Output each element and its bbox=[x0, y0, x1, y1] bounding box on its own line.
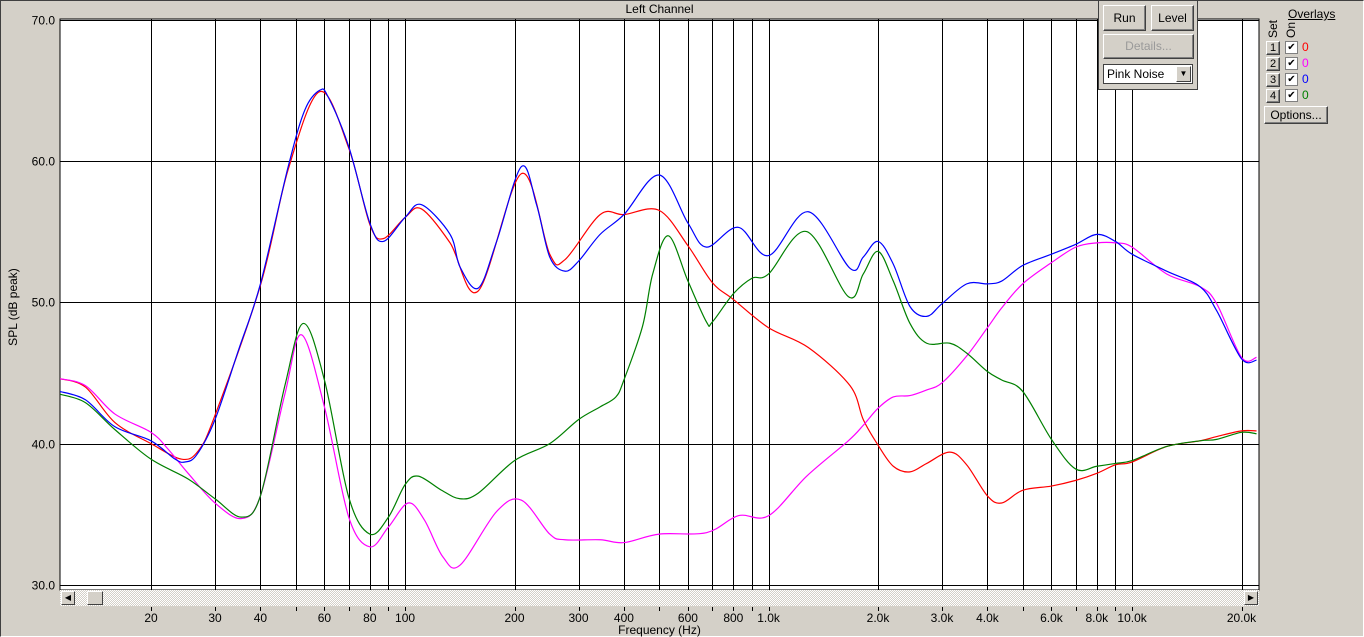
overlay-set-button[interactable]: 2 bbox=[1266, 57, 1280, 71]
x-tick-label: 1.0k bbox=[757, 611, 781, 625]
x-tick-label: 400 bbox=[614, 611, 634, 625]
horizontal-scrollbar[interactable]: ◀ ▶ bbox=[60, 590, 1259, 606]
arrow-left-icon: ◀ bbox=[64, 593, 72, 602]
x-tick-label: 100 bbox=[395, 611, 415, 625]
series-line-2 bbox=[60, 241, 1257, 569]
overlays-panel: Overlays Set On 1 ✔ 0 2 ✔ 0 3 ✔ 0 4 ✔ 0 Options... bbox=[1262, 0, 1364, 130]
x-tick-label: 30 bbox=[208, 611, 222, 625]
scroll-left-button[interactable]: ◀ bbox=[61, 591, 75, 605]
signal-select[interactable]: Pink Noise ▼ bbox=[1103, 64, 1193, 84]
signal-select-value: Pink Noise bbox=[1107, 67, 1165, 81]
options-button[interactable]: Options... bbox=[1264, 106, 1328, 124]
series-line-3 bbox=[60, 88, 1257, 463]
on-header: On bbox=[1284, 21, 1298, 38]
overlay-value: 0 bbox=[1302, 40, 1309, 54]
x-tick-label: 200 bbox=[504, 611, 524, 625]
overlay-on-checkbox[interactable]: ✔ bbox=[1285, 89, 1298, 102]
details-button[interactable]: Details... bbox=[1103, 34, 1194, 59]
overlay-value: 0 bbox=[1302, 88, 1309, 102]
overlay-on-checkbox[interactable]: ✔ bbox=[1285, 73, 1298, 86]
x-tick-label: 2.0k bbox=[867, 611, 891, 625]
y-axis-label: SPL (dB peak) bbox=[6, 268, 20, 346]
set-header: Set bbox=[1266, 19, 1280, 38]
overlays-title[interactable]: Overlays bbox=[1288, 7, 1336, 21]
series-line-4 bbox=[60, 230, 1257, 536]
x-tick-label: 80 bbox=[363, 611, 377, 625]
overlay-value: 0 bbox=[1302, 56, 1309, 70]
overlay-set-button[interactable]: 3 bbox=[1266, 73, 1280, 87]
x-axis-label: Frequency (Hz) bbox=[618, 623, 701, 637]
overlay-on-checkbox[interactable]: ✔ bbox=[1285, 41, 1298, 54]
x-tick-label: 4.0k bbox=[976, 611, 1000, 625]
y-tick-label: 70.0 bbox=[32, 14, 56, 28]
chart-title: Left Channel bbox=[625, 2, 694, 16]
x-tick-label: 600 bbox=[678, 611, 698, 625]
level-button[interactable]: Level bbox=[1151, 5, 1194, 31]
x-tick-label: 3.0k bbox=[931, 611, 955, 625]
y-tick-label: 40.0 bbox=[32, 438, 56, 452]
x-tick-label: 20.0k bbox=[1227, 611, 1257, 625]
y-tick-label: 30.0 bbox=[32, 579, 56, 593]
overlay-set-button[interactable]: 4 bbox=[1266, 89, 1280, 103]
arrow-right-icon: ▶ bbox=[1247, 593, 1255, 602]
x-tick-label: 10.0k bbox=[1117, 611, 1147, 625]
x-tick-label: 60 bbox=[318, 611, 332, 625]
y-tick-label: 60.0 bbox=[32, 155, 56, 169]
measurement-controls: Run Level Details... Pink Noise ▼ bbox=[1098, 0, 1198, 90]
scroll-thumb[interactable] bbox=[87, 591, 103, 605]
run-button[interactable]: Run bbox=[1103, 5, 1146, 31]
y-tick-label: 50.0 bbox=[32, 296, 56, 310]
chevron-down-icon[interactable]: ▼ bbox=[1176, 66, 1191, 82]
overlay-on-checkbox[interactable]: ✔ bbox=[1285, 57, 1298, 70]
scroll-right-button[interactable]: ▶ bbox=[1244, 591, 1258, 605]
x-tick-label: 800 bbox=[723, 611, 743, 625]
x-tick-label: 6.0k bbox=[1040, 611, 1064, 625]
x-tick-label: 8.0k bbox=[1086, 611, 1110, 625]
overlay-set-button[interactable]: 1 bbox=[1266, 41, 1280, 55]
overlay-value: 0 bbox=[1302, 72, 1309, 86]
x-tick-label: 40 bbox=[254, 611, 268, 625]
x-tick-label: 300 bbox=[568, 611, 588, 625]
x-tick-label: 20 bbox=[144, 611, 158, 625]
